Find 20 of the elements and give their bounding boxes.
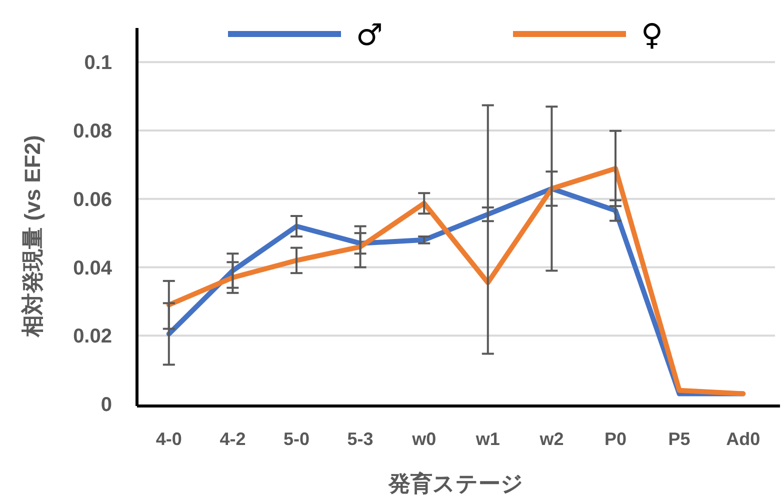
y-tick-label: 0.04 xyxy=(73,257,113,280)
x-tick-label: w0 xyxy=(411,429,436,449)
x-tick-label: 5-0 xyxy=(283,429,310,449)
x-tick-label: P5 xyxy=(668,429,690,449)
x-tick-label: Ad0 xyxy=(726,429,760,449)
y-tick-label: 0.1 xyxy=(84,52,112,74)
x-tick-label: 4-0 xyxy=(156,429,182,449)
x-tick-label: P0 xyxy=(604,429,627,449)
y-tick-label: 0.02 xyxy=(73,326,112,348)
legend-label: ♂ xyxy=(356,18,383,53)
y-tick-label: 0 xyxy=(100,394,112,416)
x-tick-label: w1 xyxy=(474,429,500,449)
y-tick-label: 0.06 xyxy=(73,188,112,211)
y-tick-label: 0.08 xyxy=(73,120,112,143)
x-tick-label: 5-3 xyxy=(347,429,374,449)
y-axis-title: 相対発現量 (vs EF2) xyxy=(20,135,45,338)
x-tick-label: 4-2 xyxy=(220,429,246,449)
x-axis-title: 発育ステージ xyxy=(388,471,524,496)
x-tick-label: w2 xyxy=(538,429,564,449)
legend-label: ♀ xyxy=(641,18,663,53)
